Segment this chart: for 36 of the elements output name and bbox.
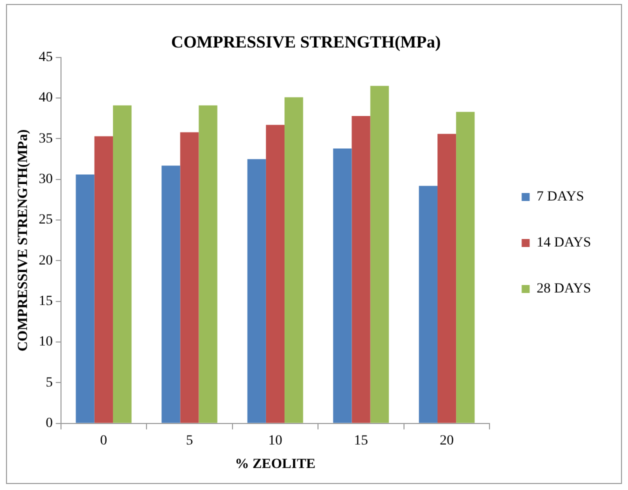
y-tick-label: 30 — [38, 172, 53, 188]
y-tick-label: 35 — [38, 131, 53, 146]
y-tick-label: 0 — [46, 416, 53, 432]
x-axis-title: % ZEOLITE — [234, 457, 316, 472]
x-tick-label: 15 — [354, 433, 368, 448]
legend-label: 7 DAYS — [536, 190, 584, 205]
bar — [456, 112, 475, 423]
bar — [112, 105, 132, 423]
chart-title: COMPRESSIVE STRENGTH(MPa) — [171, 32, 441, 52]
x-tick-label: 20 — [440, 433, 454, 448]
y-tick-label: 10 — [38, 334, 53, 350]
bar — [352, 116, 370, 423]
bar — [418, 186, 438, 423]
x-tick-label: 5 — [186, 433, 193, 448]
bar — [247, 159, 266, 423]
bar — [94, 136, 113, 423]
x-tick-label: 10 — [268, 433, 282, 448]
x-tick-label: 0 — [100, 433, 108, 448]
y-axis-title: COMPRESSIVE STRENGTH(MPa) — [16, 129, 32, 352]
y-tick-label: 40 — [38, 90, 53, 106]
y-tick-label: 5 — [46, 375, 53, 390]
y-tick-label: 15 — [38, 294, 53, 310]
y-tick-label: 25 — [38, 212, 53, 228]
bar — [437, 134, 456, 423]
bar — [198, 105, 218, 423]
bar — [284, 97, 304, 423]
bar — [266, 124, 285, 423]
bar — [370, 86, 389, 423]
bar — [162, 166, 180, 423]
legend-label: 28 DAYS — [536, 282, 592, 297]
bar — [333, 148, 352, 423]
bar — [76, 174, 94, 423]
y-tick-label: 20 — [38, 253, 53, 268]
y-tick-label: 45 — [38, 50, 53, 66]
bar — [180, 132, 199, 423]
legend-label: 14 DAYS — [536, 236, 592, 251]
